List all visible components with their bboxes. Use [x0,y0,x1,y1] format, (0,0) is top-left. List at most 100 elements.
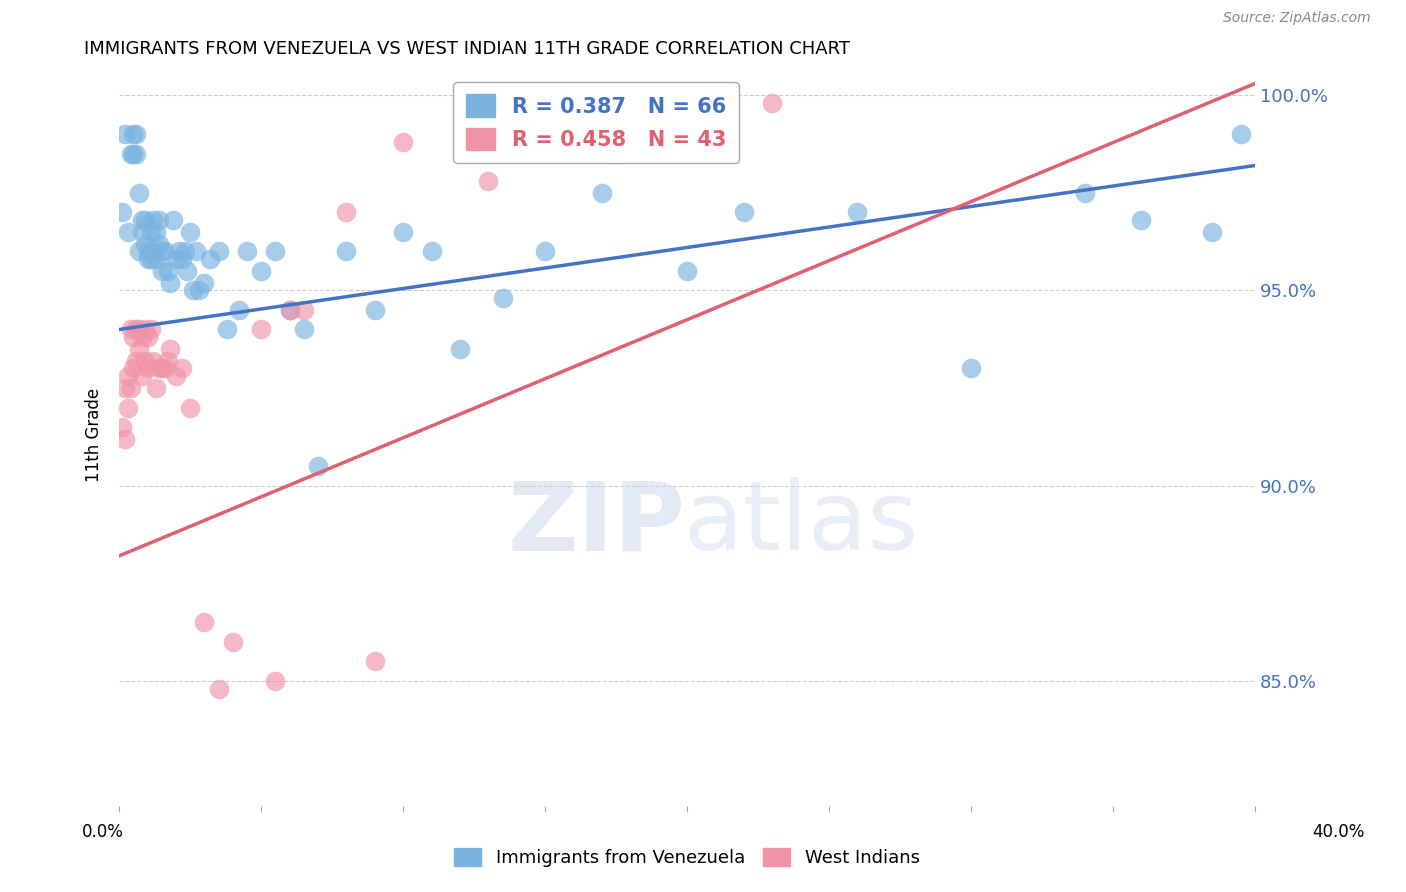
Point [122,128,145,142]
Point [145,225,167,239]
Point [264,673,287,688]
Point [193,615,215,630]
Point [162,213,184,227]
Point [117,369,139,384]
Point [335,205,357,219]
Point [114,432,136,446]
Point [676,264,699,278]
Point [117,225,139,239]
Point [131,225,153,239]
Point [477,174,499,188]
Point [181,284,204,298]
Point [122,330,145,344]
Point [1229,128,1251,142]
Point [145,381,167,395]
Point [165,369,187,384]
Point [159,276,181,290]
Legend: R = 0.387   N = 66, R = 0.458   N = 43: R = 0.387 N = 66, R = 0.458 N = 43 [453,82,738,162]
Point [1073,186,1095,200]
Point [148,236,170,251]
Point [170,252,193,267]
Text: 0.0%: 0.0% [82,822,124,840]
Point [198,252,221,267]
Text: 40.0%: 40.0% [1312,822,1365,840]
Point [605,146,627,161]
Point [236,244,259,259]
Point [165,252,187,267]
Text: IMMIGRANTS FROM VENEZUELA VS WEST INDIAN 11TH GRADE CORRELATION CHART: IMMIGRANTS FROM VENEZUELA VS WEST INDIAN… [84,40,851,58]
Text: atlas: atlas [683,477,918,570]
Point [145,252,167,267]
Point [173,244,195,259]
Point [148,213,170,227]
Point [292,302,315,317]
Point [125,322,148,336]
Point [150,361,173,376]
Point [114,381,136,395]
Point [176,264,198,278]
Point [846,205,869,219]
Point [733,205,755,219]
Point [449,342,471,356]
Point [134,213,156,227]
Point [114,128,136,142]
Point [128,322,150,336]
Point [364,302,387,317]
Point [142,353,165,368]
Point [153,244,176,259]
Point [131,213,153,227]
Text: Source: ZipAtlas.com: Source: ZipAtlas.com [1223,12,1371,25]
Point [392,135,415,149]
Point [125,128,148,142]
Point [111,420,134,434]
Point [125,353,148,368]
Point [534,244,557,259]
Point [136,252,159,267]
Point [208,244,231,259]
Point [1130,213,1153,227]
Point [148,361,170,376]
Point [142,244,165,259]
Point [128,342,150,356]
Point [217,322,239,336]
Point [134,236,156,251]
Point [120,381,142,395]
Point [139,322,162,336]
Point [139,252,162,267]
Y-axis label: 11th Grade: 11th Grade [86,388,103,482]
Point [250,322,273,336]
Point [292,322,315,336]
Point [491,291,513,305]
Point [187,284,209,298]
Point [335,244,357,259]
Point [128,244,150,259]
Point [222,634,245,648]
Point [136,330,159,344]
Point [139,225,162,239]
Point [150,264,173,278]
Point [167,244,190,259]
Point [392,225,415,239]
Point [150,244,173,259]
Point [761,96,783,111]
Point [179,401,201,415]
Point [120,322,142,336]
Point [122,361,145,376]
Point [420,244,443,259]
Point [136,361,159,376]
Point [179,225,201,239]
Point [264,244,287,259]
Point [1201,225,1223,239]
Point [278,302,301,317]
Point [122,146,145,161]
Point [156,264,179,278]
Point [184,244,207,259]
Point [307,459,329,474]
Point [134,322,156,336]
Point [131,369,153,384]
Point [111,205,134,219]
Point [193,276,215,290]
Point [250,264,273,278]
Point [364,654,387,668]
Point [159,342,181,356]
